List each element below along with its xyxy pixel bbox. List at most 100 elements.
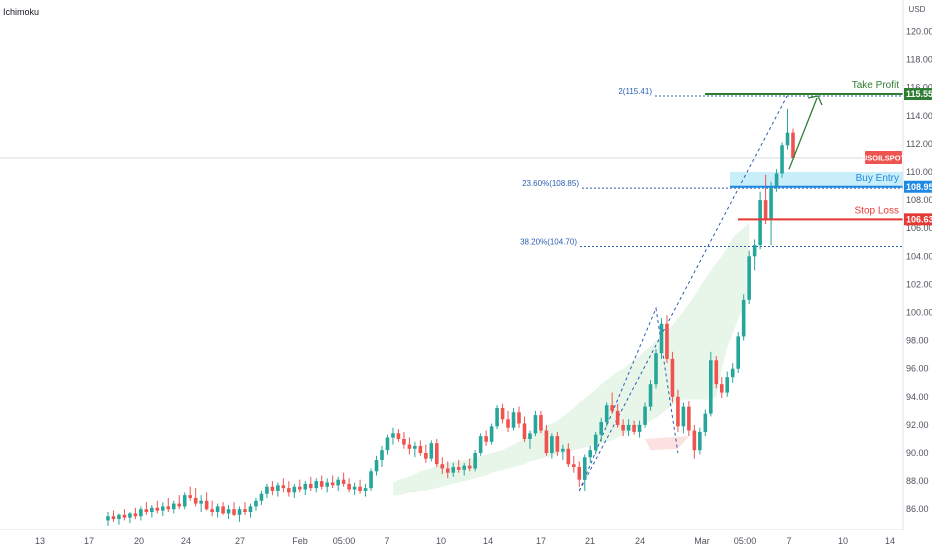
candle-body bbox=[445, 468, 450, 473]
price-tick: 116.00 bbox=[906, 83, 932, 93]
candle-body bbox=[714, 360, 719, 385]
candle-body bbox=[122, 514, 127, 518]
arrow-shaft bbox=[788, 97, 818, 170]
candle-body bbox=[226, 509, 231, 514]
time-tick: 13 bbox=[35, 536, 45, 546]
candle-body bbox=[599, 422, 603, 435]
fib-level-label: 23.60%(108.85) bbox=[522, 179, 579, 188]
candle-body bbox=[517, 412, 521, 424]
time-tick: 20 bbox=[134, 536, 144, 546]
candle-body bbox=[692, 430, 697, 451]
candle-body bbox=[709, 360, 713, 414]
candle-body bbox=[467, 465, 472, 469]
candle-body bbox=[336, 479, 340, 486]
take-profit-label: Take Profit bbox=[852, 80, 899, 91]
candle-body bbox=[139, 509, 143, 517]
fib-level-label: 38.20%(104.70) bbox=[520, 237, 577, 246]
candle-body bbox=[747, 256, 751, 300]
price-tick: 108.00 bbox=[906, 195, 932, 205]
candle-body bbox=[330, 482, 335, 486]
candle-body bbox=[171, 503, 176, 510]
candle-body bbox=[785, 132, 790, 146]
candle-body bbox=[539, 415, 543, 431]
candle-body bbox=[243, 509, 247, 513]
candle-body bbox=[254, 500, 258, 507]
symbol-badge: USOILSPOT bbox=[862, 153, 906, 162]
candle-body bbox=[166, 506, 171, 510]
candle-body bbox=[791, 132, 795, 158]
fib-extension-lines bbox=[578, 95, 788, 492]
candle-body bbox=[276, 485, 280, 491]
candle-body bbox=[248, 506, 253, 513]
price-tick: 102.00 bbox=[906, 279, 932, 289]
candle-body bbox=[221, 506, 225, 514]
stop-loss-price-badge-bg bbox=[904, 213, 932, 226]
candle-body bbox=[391, 433, 395, 438]
buy-entry-label: Buy Entry bbox=[856, 173, 899, 184]
price-axis[interactable]: 120.00 118.00 116.00 114.00 112.00 110.00 108.… bbox=[862, 0, 932, 530]
candle-body bbox=[577, 467, 582, 480]
cloud-area bbox=[393, 222, 750, 496]
time-tick: 14 bbox=[885, 536, 895, 546]
candle-body bbox=[319, 481, 324, 487]
symbol-badge-bg bbox=[865, 150, 902, 164]
candle-body bbox=[210, 509, 214, 513]
candle-body bbox=[358, 486, 362, 491]
price-tick: 112.00 bbox=[906, 139, 932, 149]
price-tick: 118.00 bbox=[906, 55, 932, 65]
stop-loss-price-badge: 106.63 bbox=[906, 214, 932, 224]
candlestick-series bbox=[106, 108, 795, 527]
take-profit-price-badge-bg bbox=[904, 88, 932, 101]
arrow-head bbox=[807, 95, 823, 106]
price-tick: 104.00 bbox=[906, 251, 932, 261]
candle-body bbox=[232, 509, 236, 515]
candle-body bbox=[341, 479, 346, 484]
indicator-label[interactable]: Ichimoku bbox=[3, 7, 39, 17]
candle-body bbox=[429, 443, 434, 459]
candle-body bbox=[363, 488, 368, 491]
time-tick: 24 bbox=[635, 536, 645, 546]
candle-body bbox=[385, 437, 390, 451]
candle-body bbox=[314, 481, 319, 489]
candle-body bbox=[374, 460, 379, 472]
candle-body bbox=[643, 406, 647, 425]
candle-body bbox=[117, 514, 121, 520]
candle-body bbox=[270, 486, 275, 491]
candle-body bbox=[369, 471, 373, 489]
candle-body bbox=[758, 200, 762, 246]
candle-body bbox=[407, 444, 412, 449]
time-tick: 10 bbox=[436, 536, 446, 546]
candle-body bbox=[199, 500, 203, 504]
candle-body bbox=[506, 419, 510, 428]
candle-body bbox=[128, 513, 132, 518]
price-tick: 94.00 bbox=[906, 392, 929, 402]
currency-label: USD bbox=[909, 5, 926, 14]
candle-body bbox=[593, 434, 598, 451]
candle-body bbox=[637, 424, 642, 432]
candle-body bbox=[292, 486, 297, 493]
candle-body bbox=[281, 485, 286, 489]
time-tick: 14 bbox=[483, 536, 493, 546]
candle-body bbox=[730, 368, 735, 378]
candle-body bbox=[435, 443, 439, 465]
candle-body bbox=[424, 453, 428, 459]
candle-body bbox=[413, 445, 417, 449]
candle-body bbox=[204, 500, 209, 510]
time-tick: 7 bbox=[384, 536, 389, 546]
candle-body bbox=[380, 450, 384, 461]
candle-body bbox=[352, 486, 357, 490]
price-tick: 106.00 bbox=[906, 223, 932, 233]
candle-body bbox=[561, 448, 565, 452]
price-tick: 86.00 bbox=[906, 504, 929, 514]
price-tick: 92.00 bbox=[906, 420, 929, 430]
price-tick: 120.00 bbox=[906, 27, 932, 37]
candle-body bbox=[106, 516, 110, 521]
candle-body bbox=[698, 431, 702, 451]
time-axis[interactable]: 13 17 20 24 27 Feb 05:00 7 10 14 17 21 24 Mar 05:00 7 10… bbox=[0, 529, 932, 550]
price-tick: 110.00 bbox=[906, 167, 932, 177]
time-axis-background bbox=[0, 530, 932, 550]
candle-body bbox=[287, 488, 291, 493]
candle-body bbox=[303, 483, 308, 490]
candle-body bbox=[451, 467, 456, 473]
